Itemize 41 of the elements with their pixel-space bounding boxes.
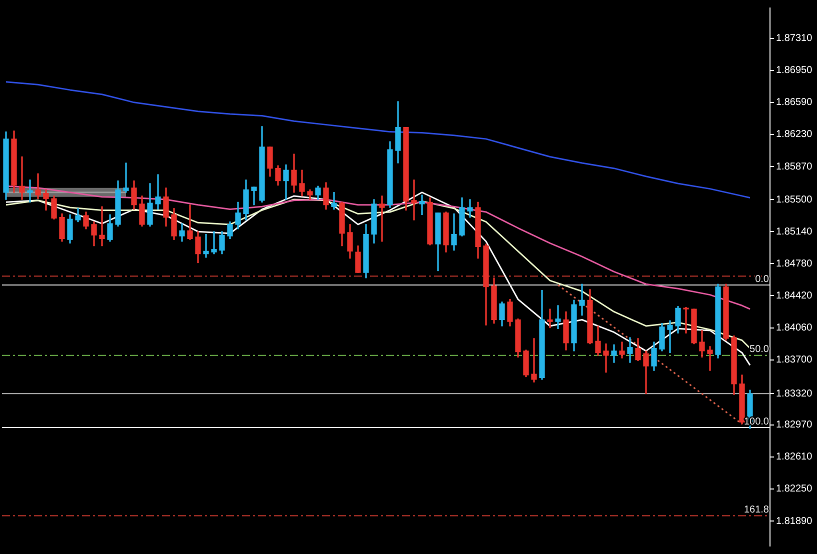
annotation: 161.8 xyxy=(744,504,770,516)
y-tick-label: 1.86590 xyxy=(776,97,813,108)
candlestick xyxy=(35,173,41,199)
candlestick xyxy=(555,305,561,329)
candlestick xyxy=(683,306,689,334)
candlestick xyxy=(467,199,473,218)
y-tick-label: 1.87310 xyxy=(776,33,813,44)
candlestick xyxy=(19,156,25,200)
annotation: 50.0 xyxy=(750,344,770,356)
y-tick-label: 1.83700 xyxy=(776,354,813,366)
y-tick-label: 1.85140 xyxy=(776,226,813,238)
candlestick xyxy=(411,180,417,220)
y-tick-label: 1.84780 xyxy=(776,258,813,270)
y-tick-label: 1.82610 xyxy=(776,452,813,463)
y-tick-label: 1.83320 xyxy=(776,388,813,400)
candlestick xyxy=(419,194,425,215)
annotation: 0.0 xyxy=(755,274,770,285)
candlestick xyxy=(123,162,129,193)
candlestick xyxy=(603,343,609,373)
y-tick-label: 1.86950 xyxy=(776,65,813,76)
candlestick xyxy=(379,196,385,242)
y-tick-label: 1.84060 xyxy=(776,322,813,334)
candlestick xyxy=(187,204,193,240)
candlestick xyxy=(531,338,537,382)
candlestick xyxy=(99,206,105,246)
candlestick xyxy=(707,346,713,371)
candlestick xyxy=(203,234,209,258)
y-tick-label: 1.82970 xyxy=(776,420,813,431)
candlestick xyxy=(251,186,257,206)
candlestick xyxy=(155,174,161,210)
candlestick xyxy=(619,342,625,358)
y-tick-label: 1.81890 xyxy=(776,516,813,527)
y-tick-label: 1.82250 xyxy=(776,484,813,495)
y-tick-label: 1.85870 xyxy=(776,161,813,172)
candlestick xyxy=(667,320,673,354)
y-tick-label: 1.85500 xyxy=(776,194,813,206)
candlestick xyxy=(579,284,585,316)
y-tick-label: 1.86230 xyxy=(776,129,813,140)
candlestick xyxy=(211,231,217,254)
y-tick-label: 1.84420 xyxy=(776,290,813,302)
candlestick xyxy=(547,308,553,328)
